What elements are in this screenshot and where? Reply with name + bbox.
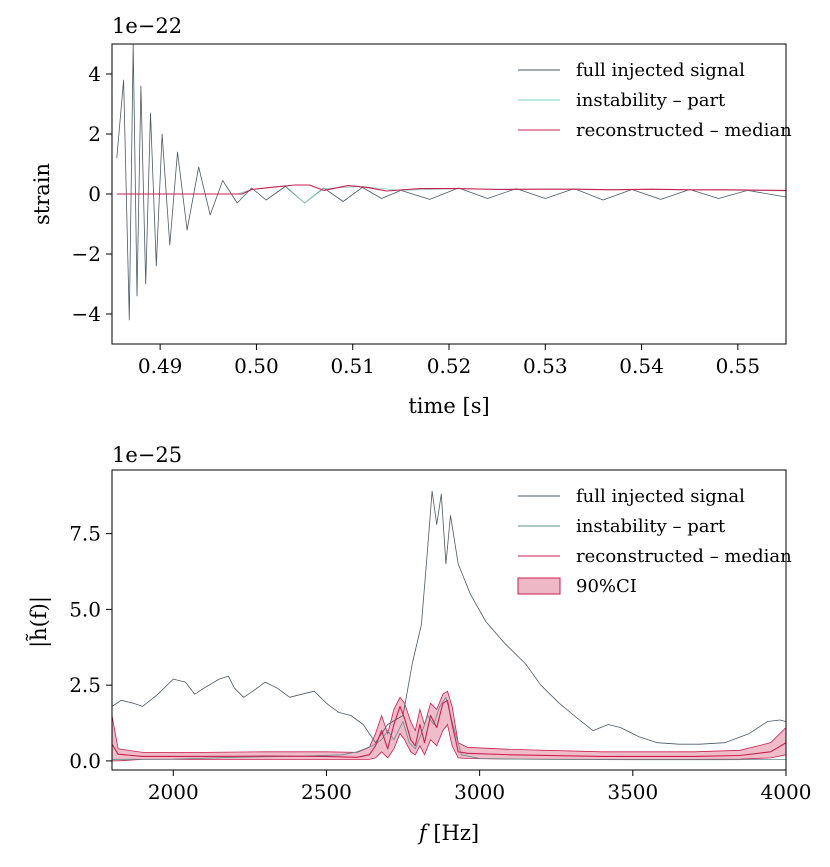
bottom-y-tick-label: 0.0 xyxy=(69,749,101,773)
top-x-tick-label: 0.55 xyxy=(716,354,761,378)
top-x-ticks: 0.49 0.50 0.51 0.52 0.53 0.54 0.55 xyxy=(138,344,760,378)
top-x-tick-label: 0.52 xyxy=(427,354,472,378)
top-x-tick-label: 0.50 xyxy=(234,354,279,378)
bottom-series-full-injected-signal xyxy=(112,490,786,745)
top-legend-label-instability: instability – part xyxy=(576,90,726,111)
top-legend: full injected signal instability – part … xyxy=(518,60,792,141)
bottom-x-tick-label: 3500 xyxy=(607,780,658,804)
bottom-y-tick-label: 7.5 xyxy=(69,522,101,546)
bottom-legend: full injected signal instability – part … xyxy=(517,486,792,597)
bottom-legend-label-full: full injected signal xyxy=(576,486,745,507)
bottom-x-axis-label-unit: [Hz] xyxy=(427,821,479,845)
top-y-tick-label: −2 xyxy=(72,242,101,266)
top-series-group xyxy=(116,44,786,321)
bottom-legend-label-ci: 90%CI xyxy=(576,576,637,597)
bottom-legend-swatch-ci xyxy=(517,577,561,595)
top-legend-label-full: full injected signal xyxy=(576,60,745,81)
bottom-series-reconstructed-median xyxy=(112,699,786,758)
bottom-ci-band xyxy=(112,690,786,762)
top-y-tick-label: 2 xyxy=(88,122,101,146)
top-y-tick-label: 4 xyxy=(88,62,101,86)
bottom-series-instability-part xyxy=(112,696,786,761)
top-x-axis-label: time [s] xyxy=(408,394,489,418)
bottom-x-ticks: 2000 2500 3000 3500 4000 xyxy=(148,770,812,804)
bottom-x-axis-label: f [Hz] xyxy=(417,821,479,845)
bottom-y-tick-label: 5.0 xyxy=(69,597,101,621)
top-legend-label-reconstructed: reconstructed – median xyxy=(576,120,792,141)
bottom-axes-frame xyxy=(111,469,787,771)
bottom-offset-label: 1e−25 xyxy=(112,443,182,467)
bottom-x-axis-label-var: f xyxy=(417,821,430,845)
bottom-chart: 1e−25 2000 2500 3000 3500 4000 0.02.55.07.5 … xyxy=(26,443,811,845)
top-y-tick-label: −4 xyxy=(72,302,101,326)
bottom-legend-label-reconstructed: reconstructed – median xyxy=(576,546,792,567)
top-series-reconstructed-median xyxy=(116,184,786,195)
top-chart: 1e−22 0.49 0.50 0.51 0.52 0.53 0.54 0.55 −4 −2 0… xyxy=(30,14,792,418)
bottom-legend-label-instability: instability – part xyxy=(576,516,726,537)
top-series-full-injected-signal xyxy=(116,44,786,321)
top-x-tick-label: 0.51 xyxy=(330,354,375,378)
bottom-x-tick-label: 2000 xyxy=(148,780,199,804)
top-x-tick-label: 0.49 xyxy=(138,354,183,378)
top-x-tick-label: 0.53 xyxy=(523,354,568,378)
bottom-x-tick-label: 3000 xyxy=(454,780,505,804)
bottom-y-axis-label: |h̃(f)| xyxy=(26,596,52,648)
top-y-tick-label: 0 xyxy=(88,182,101,206)
top-x-tick-label: 0.54 xyxy=(619,354,664,378)
bottom-y-tick-label: 2.5 xyxy=(69,673,101,697)
bottom-x-tick-label: 2500 xyxy=(301,780,352,804)
top-y-ticks: −4 −2 0 2 4 xyxy=(72,62,112,326)
top-offset-label: 1e−22 xyxy=(112,14,182,38)
bottom-x-tick-label: 4000 xyxy=(761,780,812,804)
top-y-axis-label: strain xyxy=(30,163,54,225)
bottom-series-group xyxy=(112,490,786,762)
bottom-y-ticks: 0.0 2.5 5.0 7.5 xyxy=(69,522,112,773)
